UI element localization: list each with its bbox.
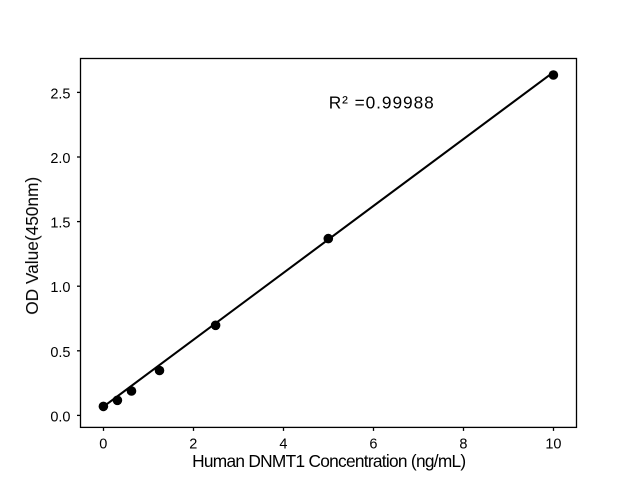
svg-text:OD Value(450nm): OD Value(450nm) <box>22 177 42 315</box>
svg-text:10: 10 <box>545 437 561 453</box>
svg-text:Human DNMT1 Concentration (ng/: Human DNMT1 Concentration (ng/mL) <box>192 451 465 471</box>
svg-text:0.0: 0.0 <box>50 409 70 425</box>
svg-text:4: 4 <box>279 437 287 453</box>
svg-text:0: 0 <box>99 437 107 453</box>
svg-text:8: 8 <box>459 437 467 453</box>
svg-text:2: 2 <box>189 437 197 453</box>
svg-text:1.0: 1.0 <box>50 280 70 296</box>
svg-text:2.5: 2.5 <box>50 86 70 102</box>
svg-text:6: 6 <box>369 437 377 453</box>
svg-text:R² =0.99988: R² =0.99988 <box>329 93 435 113</box>
svg-text:1.5: 1.5 <box>50 216 70 232</box>
svg-text:2.0: 2.0 <box>50 151 70 167</box>
svg-text:0.5: 0.5 <box>50 345 70 361</box>
